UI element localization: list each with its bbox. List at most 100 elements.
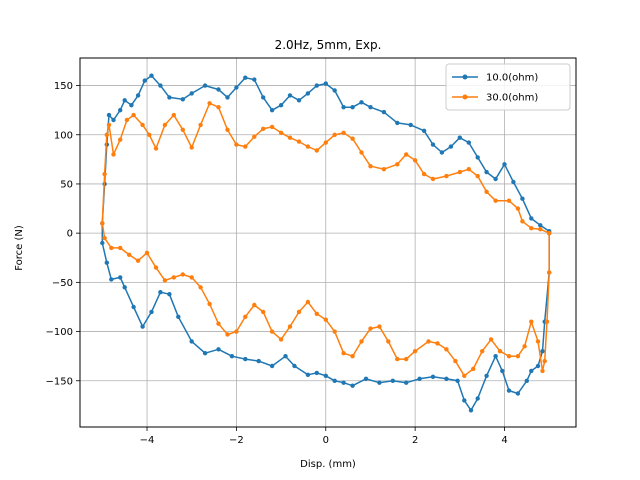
data-point bbox=[135, 93, 141, 98]
data-point bbox=[484, 169, 489, 175]
data-point bbox=[493, 198, 498, 203]
data-point bbox=[368, 105, 373, 110]
data-point bbox=[144, 250, 150, 255]
data-point bbox=[350, 105, 355, 110]
data-point bbox=[359, 339, 364, 344]
data-point bbox=[234, 329, 239, 334]
data-point bbox=[493, 354, 498, 359]
data-point bbox=[435, 341, 440, 346]
data-point bbox=[506, 388, 512, 393]
data-point bbox=[243, 356, 248, 362]
data-point bbox=[444, 173, 449, 179]
data-point bbox=[252, 302, 257, 308]
data-point bbox=[140, 324, 145, 329]
data-point bbox=[426, 339, 431, 344]
chart-title: 2.0Hz, 5mm, Exp. bbox=[275, 38, 382, 52]
grid bbox=[80, 58, 576, 427]
data-point bbox=[118, 108, 123, 113]
data-point bbox=[252, 77, 257, 82]
data-point bbox=[287, 135, 293, 140]
data-point bbox=[269, 329, 275, 334]
data-point bbox=[408, 122, 413, 128]
data-point bbox=[511, 179, 516, 185]
data-point bbox=[269, 124, 275, 130]
data-point bbox=[229, 354, 235, 359]
data-point bbox=[529, 319, 534, 324]
data-point bbox=[180, 272, 185, 277]
data-point bbox=[377, 324, 382, 329]
data-point bbox=[189, 91, 194, 96]
data-point bbox=[198, 285, 203, 290]
data-point bbox=[305, 299, 311, 305]
data-point bbox=[544, 319, 550, 324]
data-point bbox=[189, 275, 194, 280]
data-point bbox=[100, 221, 105, 226]
data-point bbox=[261, 95, 266, 100]
data-point bbox=[243, 75, 248, 80]
data-point bbox=[106, 112, 112, 118]
data-point bbox=[540, 349, 545, 354]
y-tick-label: 150 bbox=[54, 81, 73, 92]
data-point bbox=[341, 351, 346, 356]
data-point bbox=[323, 373, 328, 378]
data-point bbox=[234, 85, 239, 90]
data-point bbox=[140, 122, 145, 128]
data-point bbox=[118, 275, 123, 280]
data-point bbox=[430, 142, 436, 147]
y-axis-label: Force (N) bbox=[14, 225, 25, 271]
data-point bbox=[430, 374, 436, 379]
data-point bbox=[189, 145, 194, 150]
data-point bbox=[243, 314, 248, 319]
data-point bbox=[439, 150, 445, 155]
y-tick-label: 0 bbox=[67, 229, 73, 240]
data-point bbox=[252, 134, 257, 139]
data-point bbox=[453, 358, 458, 364]
data-point bbox=[535, 339, 541, 344]
data-point bbox=[167, 95, 172, 100]
data-point bbox=[395, 162, 400, 167]
data-point bbox=[135, 258, 141, 263]
data-point bbox=[216, 105, 221, 110]
data-point bbox=[314, 311, 319, 316]
data-point bbox=[368, 326, 373, 331]
data-point bbox=[412, 349, 418, 354]
y-axis-ticks: −150 −100 −50 0 50 100 150 bbox=[46, 81, 80, 387]
data-point bbox=[225, 332, 230, 337]
data-point bbox=[171, 275, 176, 280]
data-point bbox=[381, 167, 387, 172]
x-tick-label: −2 bbox=[229, 435, 244, 446]
data-point bbox=[540, 368, 545, 374]
data-point bbox=[535, 363, 541, 369]
data-point bbox=[395, 356, 400, 362]
data-point bbox=[542, 358, 547, 364]
data-point bbox=[111, 152, 116, 157]
data-point bbox=[502, 162, 507, 167]
data-point bbox=[457, 169, 462, 175]
data-point bbox=[305, 372, 311, 377]
data-point bbox=[296, 139, 302, 144]
data-point bbox=[515, 391, 521, 396]
data-point bbox=[488, 337, 494, 342]
data-point bbox=[466, 140, 471, 145]
series-layer bbox=[100, 73, 552, 413]
data-point bbox=[466, 167, 471, 172]
data-point bbox=[261, 309, 266, 315]
data-point bbox=[180, 127, 185, 132]
data-point bbox=[153, 265, 159, 270]
data-point bbox=[149, 73, 154, 78]
data-point bbox=[278, 337, 284, 342]
data-point bbox=[350, 136, 355, 141]
data-point bbox=[475, 173, 480, 179]
data-point bbox=[102, 235, 107, 241]
data-point bbox=[129, 103, 134, 108]
data-point bbox=[547, 231, 552, 236]
data-point bbox=[444, 347, 449, 352]
x-axis-ticks: −4 −2 0 2 4 bbox=[140, 427, 508, 446]
data-point bbox=[314, 83, 319, 88]
data-point bbox=[283, 354, 288, 359]
data-point bbox=[162, 122, 168, 128]
data-point bbox=[341, 105, 346, 110]
data-point bbox=[506, 354, 512, 359]
data-point bbox=[462, 398, 467, 403]
data-point bbox=[421, 128, 427, 133]
